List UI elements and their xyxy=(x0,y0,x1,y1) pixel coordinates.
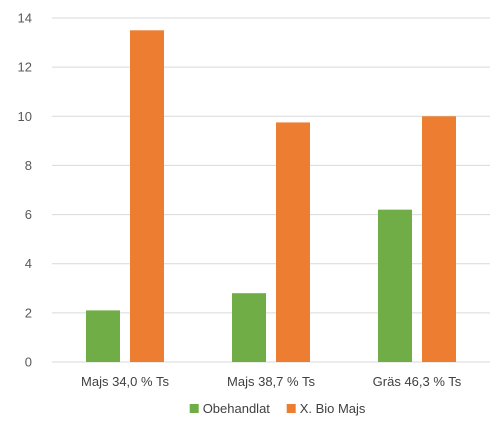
y-tick-label: 2 xyxy=(25,305,32,320)
x-category-label: Majs 34,0 % Ts xyxy=(81,374,169,389)
y-tick-label: 14 xyxy=(18,11,32,26)
bar-x-bio-majs-0 xyxy=(130,30,164,363)
y-tick-label: 8 xyxy=(25,158,32,173)
y-tick-label: 10 xyxy=(18,109,32,124)
bar-x-bio-majs-1 xyxy=(276,122,310,362)
bar-obehandlat-0 xyxy=(86,310,120,362)
legend-label: X. Bio Majs xyxy=(300,401,366,416)
legend-swatch xyxy=(286,404,296,413)
x-category-label: Gräs 46,3 % Ts xyxy=(373,374,462,389)
bars xyxy=(86,30,456,363)
gridlines xyxy=(52,17,490,363)
y-tick-label: 6 xyxy=(25,207,32,222)
legend-swatch xyxy=(189,404,199,413)
legend-label: Obehandlat xyxy=(203,401,271,416)
y-axis-ticks: 0 2 4 6 8 10 12 14 xyxy=(18,11,32,370)
y-tick-label: 12 xyxy=(18,60,32,75)
x-category-label: Majs 38,7 % Ts xyxy=(227,374,315,389)
x-axis-categories: Majs 34,0 % Ts Majs 38,7 % Ts Gräs 46,3 % … xyxy=(81,374,462,389)
bar-x-bio-majs-2 xyxy=(422,116,456,363)
bar-obehandlat-1 xyxy=(232,293,266,362)
bar-obehandlat-2 xyxy=(378,209,412,362)
legend: Obehandlat X. Bio Majs xyxy=(189,401,366,416)
y-tick-label: 4 xyxy=(25,256,32,271)
y-tick-label: 0 xyxy=(25,355,32,370)
